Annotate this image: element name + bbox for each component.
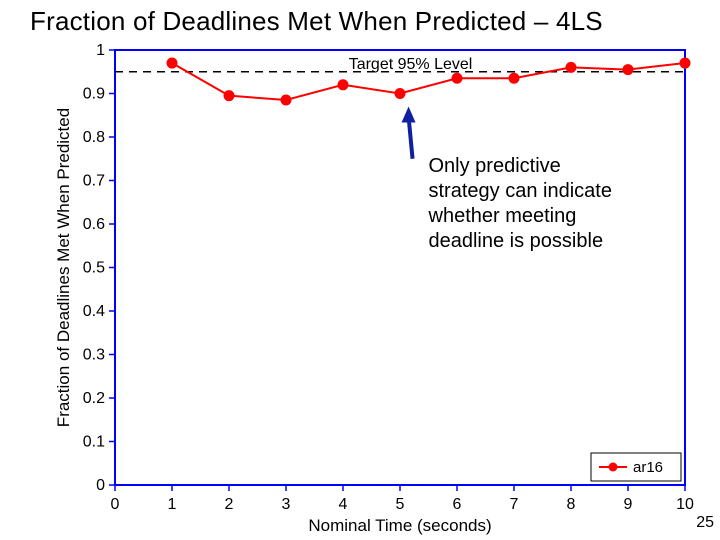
annotation-line: strategy can indicate bbox=[429, 180, 612, 202]
series-marker-ar16 bbox=[680, 58, 690, 68]
series-marker-ar16 bbox=[623, 65, 633, 75]
series-marker-ar16 bbox=[338, 80, 348, 90]
plot-area bbox=[115, 50, 685, 485]
x-tick-label: 5 bbox=[396, 496, 405, 513]
slide-title: Fraction of Deadlines Met When Predicted… bbox=[30, 6, 603, 37]
series-marker-ar16 bbox=[452, 73, 462, 83]
legend-label: ar16 bbox=[633, 459, 663, 476]
annotation-line: Only predictive bbox=[429, 155, 561, 177]
chart: 0 1 2 3 4 5 6 7 8 9 10 0 0.1 0.2 0.3 0.4 0.5 0.6 0.7 0.8 0.9… bbox=[55, 40, 695, 535]
y-tick-label: 0.2 bbox=[83, 390, 105, 407]
y-tick-label: 1 bbox=[96, 42, 105, 59]
y-tick-label: 0 bbox=[96, 477, 105, 494]
series-marker-ar16 bbox=[395, 89, 405, 99]
series-marker-ar16 bbox=[167, 58, 177, 68]
x-tick-label: 6 bbox=[453, 496, 462, 513]
y-tick-label: 0.3 bbox=[83, 347, 105, 364]
x-axis-label: Nominal Time (seconds) bbox=[308, 516, 491, 535]
series-marker-ar16 bbox=[281, 95, 291, 105]
x-tick-label: 1 bbox=[168, 496, 177, 513]
slide: Fraction of Deadlines Met When Predicted… bbox=[0, 0, 720, 540]
y-tick-label: 0.1 bbox=[83, 434, 105, 451]
x-tick-label: 0 bbox=[111, 496, 120, 513]
series-marker-ar16 bbox=[509, 73, 519, 83]
x-tick-label: 8 bbox=[567, 496, 576, 513]
y-axis-label: Fraction of Deadlines Met When Predicted bbox=[55, 108, 73, 427]
y-tick-label: 0.4 bbox=[83, 303, 105, 320]
slide-number: 25 bbox=[696, 514, 714, 532]
x-tick-label: 2 bbox=[225, 496, 234, 513]
annotation-line: deadline is possible bbox=[429, 230, 604, 252]
x-tick-label: 4 bbox=[339, 496, 348, 513]
y-tick-label: 0.8 bbox=[83, 129, 105, 146]
series-marker-ar16 bbox=[566, 62, 576, 72]
series-marker-ar16 bbox=[224, 91, 234, 101]
x-tick-label: 10 bbox=[676, 496, 694, 513]
legend-swatch-marker bbox=[609, 463, 618, 472]
target-label: Target 95% Level bbox=[349, 56, 473, 73]
y-tick-label: 0.5 bbox=[83, 260, 105, 277]
x-tick-label: 7 bbox=[510, 496, 519, 513]
y-tick-label: 0.9 bbox=[83, 86, 105, 103]
x-tick-label: 9 bbox=[624, 496, 633, 513]
y-tick-label: 0.7 bbox=[83, 173, 105, 190]
annotation-line: whether meeting bbox=[428, 205, 577, 227]
x-tick-label: 3 bbox=[282, 496, 291, 513]
y-tick-label: 0.6 bbox=[83, 216, 105, 233]
